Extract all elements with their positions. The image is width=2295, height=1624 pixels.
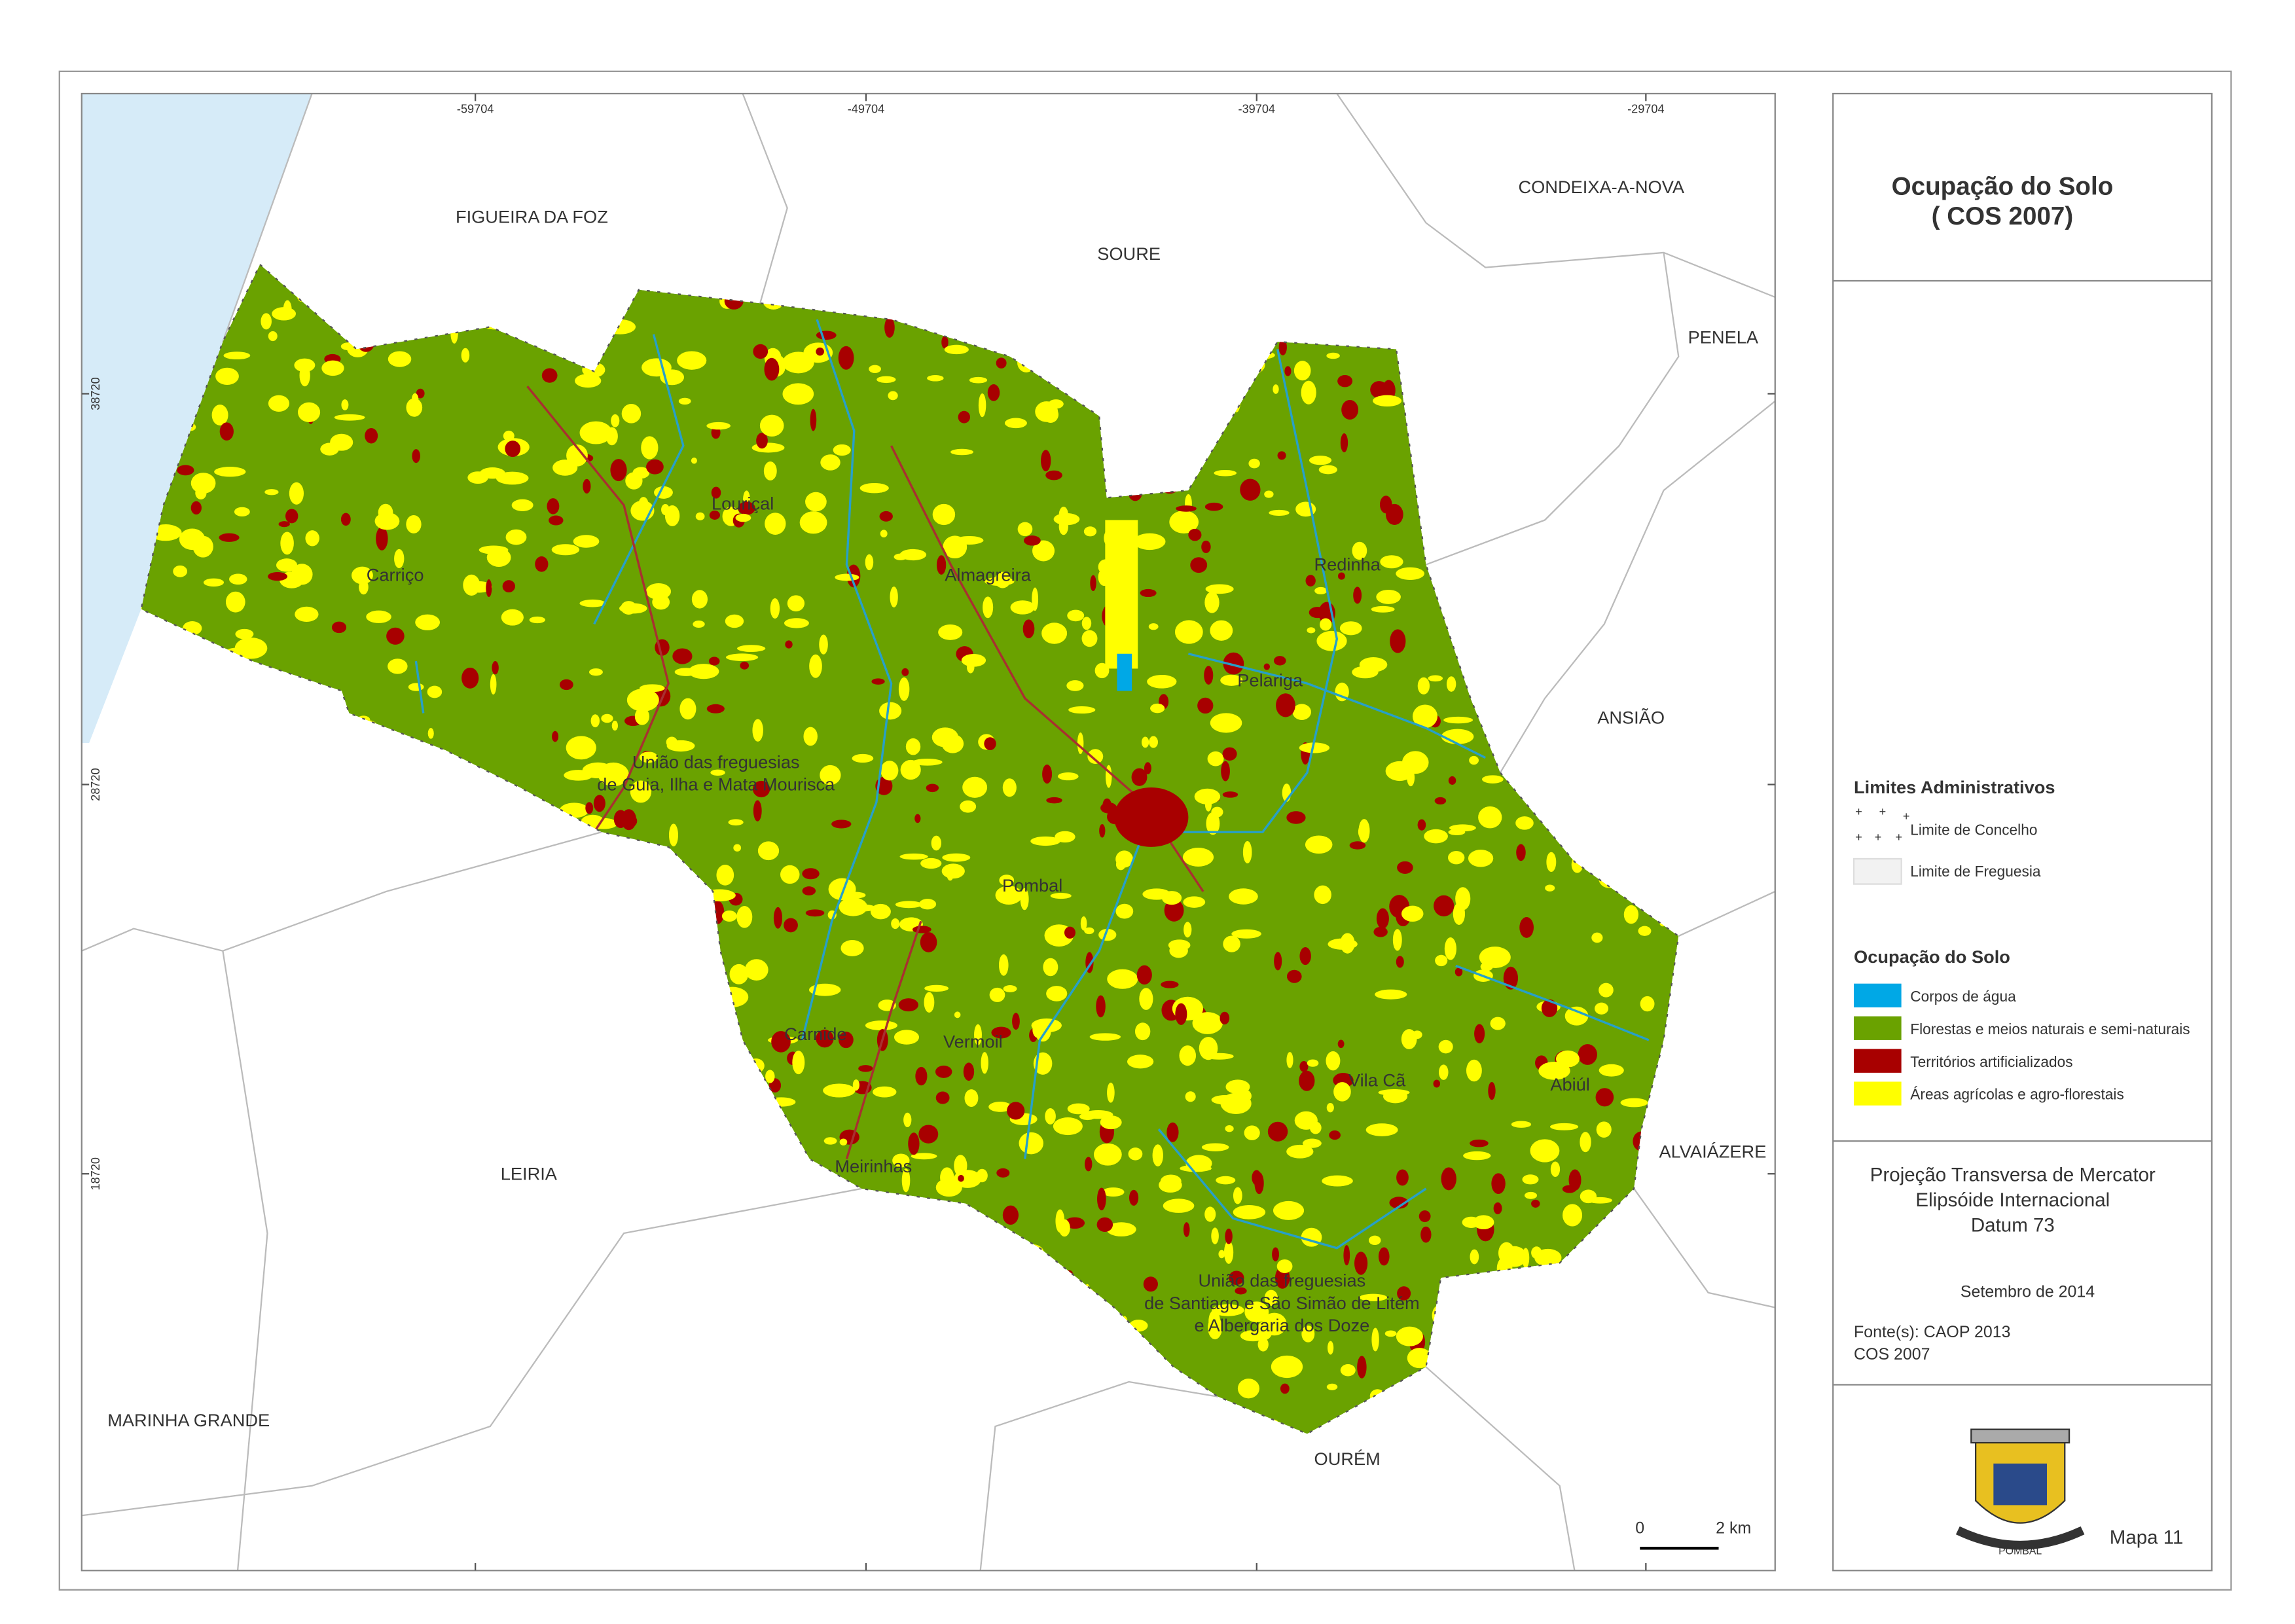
legend-swatch [1854, 1081, 1902, 1106]
neighbour-label: ANSIÃO [1597, 707, 1665, 727]
parish-label: Meirinhas [835, 1156, 912, 1176]
neighbour-label: PENELA [1688, 327, 1759, 347]
parish-label: de Guia, Ilha e Mata Mourisca [597, 774, 835, 795]
rivers [414, 319, 1650, 1250]
source-text: COS 2007 [1854, 1345, 1930, 1363]
concelho-symbol: + [1903, 810, 1910, 823]
scale-label: 0 [1635, 1519, 1644, 1538]
source-text: Fonte(s): CAOP 2013 [1854, 1323, 2010, 1341]
grid-y-label: 18720 [89, 1157, 102, 1190]
concelho-symbol: + [1879, 805, 1887, 818]
legend-label: Áreas agrícolas e agro-florestais [1910, 1086, 2124, 1103]
legend-label: Limite de Freguesia [1910, 863, 2041, 880]
parish-label: Vila Cã [1348, 1070, 1406, 1090]
freguesia-swatch [1852, 857, 1902, 885]
logo-text: POMBAL [1998, 1545, 2042, 1557]
parish-label: União das freguesias [1199, 1271, 1366, 1291]
parish-label: de Santiago e São Simão de Litém [1144, 1293, 1420, 1313]
parish-label: Pelariga [1237, 670, 1303, 691]
grid-x-label: -59704 [457, 103, 494, 116]
parish-label: Abiúl [1550, 1074, 1590, 1094]
parish-label: e Albergaria dos Doze [1194, 1315, 1369, 1335]
parish-label: Louriçal [712, 494, 774, 514]
projection-text: Datum 73 [1971, 1215, 2055, 1236]
parish-label: Carriço [367, 565, 424, 585]
concelho-symbol: + [1875, 831, 1882, 844]
projection-text: Elipsóide Internacional [1915, 1189, 2110, 1211]
side-panel [1832, 92, 2213, 1572]
concelho-symbol: + [1896, 831, 1903, 844]
scale-label: 2 km [1716, 1519, 1751, 1538]
parish-label: Carnide [784, 1024, 846, 1044]
neighbour-boundaries [81, 94, 1775, 1571]
title: Ocupação do Solo [1892, 172, 2114, 200]
neighbour-label: FIGUEIRA DA FOZ [456, 206, 608, 226]
neighbour-label: LEIRIA [501, 1163, 558, 1183]
outer-border [58, 70, 2232, 1591]
parish-label: Almagreira [945, 565, 1031, 585]
legend-label: Limite de Concelho [1910, 821, 2037, 839]
grid-x-label: -49704 [848, 103, 884, 116]
legend-swatch [1854, 1049, 1902, 1073]
grid-y-label: 38720 [89, 377, 102, 410]
legend-swatch [1854, 1016, 1902, 1040]
neighbour-label: OURÉM [1314, 1449, 1381, 1469]
neighbour-label: SOURE [1097, 244, 1161, 264]
map-area [81, 94, 1775, 1571]
logo [1955, 1428, 2085, 1550]
concelho-symbol: + [1855, 831, 1862, 844]
grid-x-label: -39704 [1238, 103, 1275, 116]
concelho-symbol: + [1855, 805, 1862, 818]
grid-x-label: -29704 [1627, 103, 1664, 116]
legend-title: Ocupação do Solo [1854, 947, 2010, 967]
date: Setembro de 2014 [1961, 1283, 2095, 1301]
municipality [141, 264, 1679, 1434]
legend-title: Limites Administrativos [1854, 777, 2055, 797]
legend-label: Florestas e meios naturais e semi-natura… [1910, 1020, 2190, 1038]
grid-y-label: 28720 [89, 768, 102, 801]
legend-label: Territórios artificializados [1910, 1053, 2072, 1070]
title: ( COS 2007) [1932, 202, 2074, 230]
parish-label: Pombal [1002, 875, 1062, 895]
neighbour-label: MARINHA GRANDE [107, 1410, 270, 1430]
legend-label: Corpos de água [1910, 988, 2016, 1005]
neighbour-label: ALVAIÁZERE [1659, 1141, 1767, 1161]
map-frame [81, 92, 1776, 1572]
map-number: Mapa 11 [2110, 1526, 2184, 1548]
parish-label: Redinha [1314, 554, 1381, 575]
projection-text: Projeção Transversa de Mercator [1870, 1164, 2156, 1186]
parish-label: União das freguesias [632, 752, 800, 772]
legend-swatch [1854, 983, 1902, 1007]
parish-label: Vermoil [943, 1031, 1003, 1051]
neighbour-label: CONDEIXA-A-NOVA [1518, 177, 1684, 197]
sea [81, 94, 312, 743]
